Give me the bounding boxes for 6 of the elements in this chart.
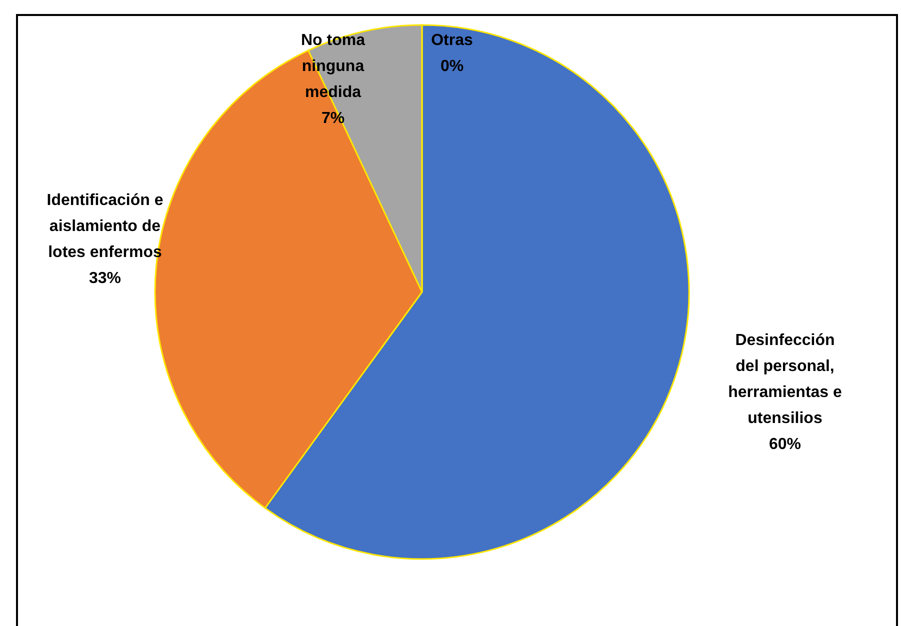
category-label: Otras [431, 32, 473, 49]
data-label: 33% [88, 270, 122, 287]
data-label: 60% [768, 436, 802, 453]
slice-label: Desinfección del personal, herramientas e utensilios [728, 332, 842, 427]
data-label: 7% [321, 110, 345, 127]
text: 0% [440, 58, 464, 75]
